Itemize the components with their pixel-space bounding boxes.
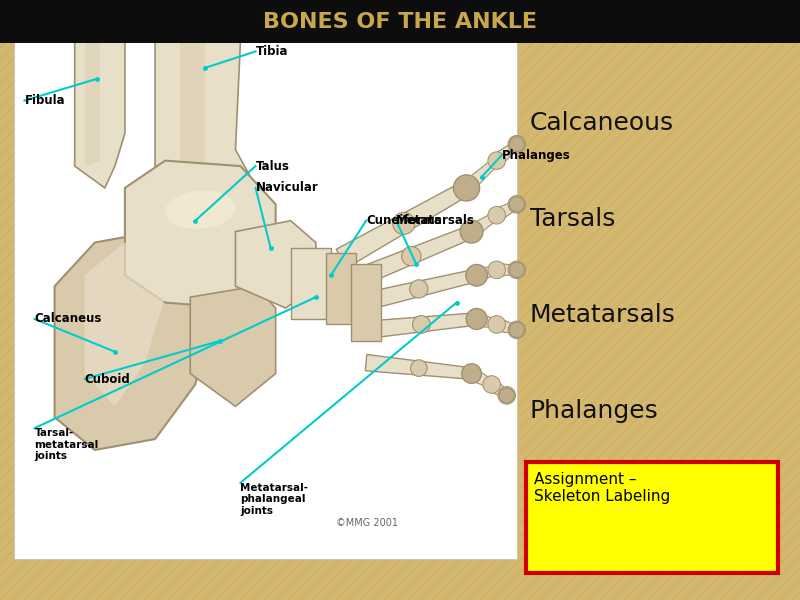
Text: Metatarsals: Metatarsals [530,303,675,327]
Polygon shape [493,141,519,166]
Bar [14,13,517,559]
Ellipse shape [498,386,515,404]
Polygon shape [336,181,470,269]
Text: Phalanges: Phalanges [530,399,658,423]
Text: ©MMG 2001: ©MMG 2001 [336,518,398,529]
Text: BONES OF THE ANKLE: BONES OF THE ANKLE [263,11,537,32]
Text: Tibia: Tibia [255,45,288,58]
Ellipse shape [508,321,526,338]
Polygon shape [497,263,517,277]
Ellipse shape [483,376,501,393]
Text: Assignment –
Skeleton Labeling: Assignment – Skeleton Labeling [534,472,670,505]
Ellipse shape [413,316,430,333]
Polygon shape [351,265,381,341]
Polygon shape [475,313,498,328]
Text: Calcaneus: Calcaneus [34,313,102,325]
Text: Cuboid: Cuboid [85,373,130,386]
Polygon shape [495,318,518,334]
Text: Fibula: Fibula [25,94,65,107]
Ellipse shape [466,308,487,329]
Ellipse shape [508,196,526,213]
Polygon shape [462,157,499,193]
Ellipse shape [402,247,421,266]
Polygon shape [155,13,266,232]
Ellipse shape [510,197,524,212]
Ellipse shape [488,206,506,224]
Polygon shape [190,286,276,406]
Polygon shape [366,313,477,338]
Ellipse shape [508,136,526,153]
Polygon shape [235,221,316,308]
Polygon shape [74,13,125,188]
Text: Navicular: Navicular [255,181,318,194]
Ellipse shape [466,265,487,286]
Ellipse shape [393,212,415,235]
Text: Calcaneous: Calcaneous [530,111,674,135]
Polygon shape [326,253,356,325]
Ellipse shape [508,261,526,278]
Polygon shape [180,13,206,188]
Bar [526,462,778,573]
Polygon shape [348,226,474,290]
Text: Metatarsals: Metatarsals [396,214,475,227]
Polygon shape [488,379,509,399]
Polygon shape [359,269,478,311]
Ellipse shape [510,262,524,277]
Polygon shape [494,200,518,221]
Ellipse shape [166,190,235,229]
Text: Cuneiforms: Cuneiforms [366,214,442,227]
Polygon shape [125,161,276,308]
Ellipse shape [488,261,506,278]
Ellipse shape [488,316,506,333]
Bar [0,0,800,43]
Polygon shape [468,212,498,238]
Ellipse shape [462,364,482,383]
Polygon shape [366,355,472,379]
Polygon shape [469,367,494,388]
Text: Tarsals: Tarsals [530,207,615,231]
Ellipse shape [454,175,480,201]
Polygon shape [290,248,331,319]
Text: Phalanges: Phalanges [502,149,570,161]
Polygon shape [85,13,100,166]
Ellipse shape [510,137,524,152]
Text: Metatarsal-
phalangeal
joints: Metatarsal- phalangeal joints [241,483,309,516]
Text: Talus: Talus [255,160,290,173]
Text: Tarsal-
metatarsal
joints: Tarsal- metatarsal joints [34,428,98,461]
Ellipse shape [410,280,428,298]
Ellipse shape [510,322,524,337]
Ellipse shape [499,388,514,403]
Ellipse shape [488,152,506,169]
Ellipse shape [410,360,427,376]
Polygon shape [475,266,498,282]
Polygon shape [54,232,215,450]
Ellipse shape [460,220,483,243]
Polygon shape [85,242,165,406]
